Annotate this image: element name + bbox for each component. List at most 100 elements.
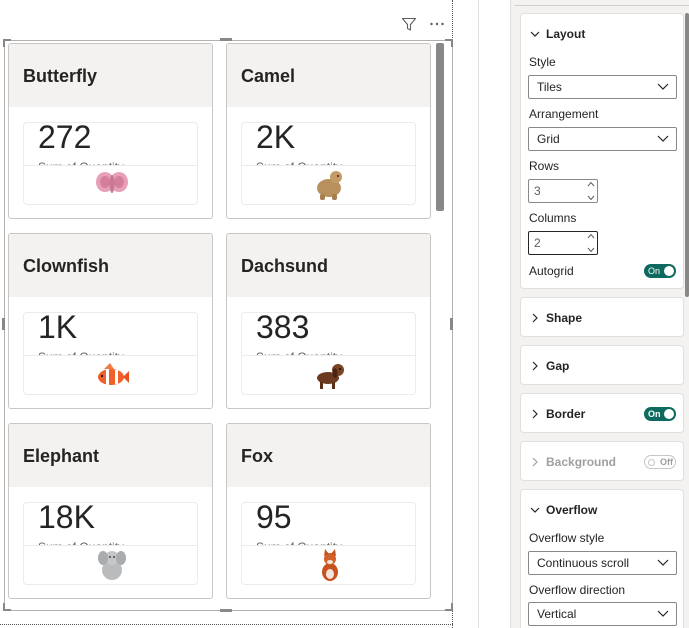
chevron-right-icon	[530, 457, 540, 467]
resize-handle-bottom-right[interactable]	[445, 609, 453, 611]
columns-value: 2	[534, 236, 541, 250]
card-value: 272	[38, 122, 92, 155]
chevron-down-icon	[657, 83, 669, 90]
tile-butterfly[interactable]: Butterfly 272 Sum of Quantity	[8, 43, 213, 219]
toggle-state: Off	[660, 457, 673, 467]
overflow-direction-label: Overflow direction	[529, 583, 626, 597]
clownfish-plush-image	[98, 363, 129, 385]
visual-boundary-bottom	[0, 624, 453, 625]
chevron-down-icon	[530, 505, 540, 515]
toggle-knob	[664, 266, 674, 276]
layout-section-header[interactable]: Layout	[521, 14, 683, 54]
shape-section-header[interactable]: Shape	[521, 298, 683, 338]
chevron-up-icon[interactable]	[587, 181, 595, 187]
overflow-direction-dropdown[interactable]: Vertical	[528, 602, 677, 626]
rows-value: 3	[534, 184, 541, 198]
background-section-header[interactable]: Background Off	[521, 442, 683, 482]
stepper-arrows[interactable]	[585, 181, 596, 201]
card-visual: 272 Sum of Quantity	[23, 122, 198, 205]
card-divider	[242, 165, 415, 166]
more-options-icon[interactable]	[428, 15, 446, 33]
butterfly-plush-image	[96, 172, 128, 193]
tile-dachsund[interactable]: Dachsund 383 Sum of Quantity	[226, 233, 431, 409]
tile-title: Elephant	[9, 424, 212, 487]
style-dropdown[interactable]: Tiles	[528, 75, 677, 99]
resize-handle-top-right[interactable]	[451, 39, 453, 47]
autogrid-toggle[interactable]: On	[644, 264, 676, 278]
tile-title: Butterfly	[9, 44, 212, 107]
tile-camel[interactable]: Camel 2K Sum of Quantity	[226, 43, 431, 219]
layout-section: Layout Style Tiles Arrangement Grid Rows…	[520, 13, 684, 289]
tile-fox[interactable]: Fox 95 Sum of Quantity	[226, 423, 431, 599]
dachshund-plush-image	[317, 364, 344, 389]
card-divider	[242, 545, 415, 546]
border-section-title: Border	[546, 407, 586, 421]
overflow-direction-value: Vertical	[537, 607, 577, 621]
fox-plush-image	[322, 549, 338, 581]
card-subtitle: Sum of Quantity	[38, 351, 124, 355]
tile-title: Fox	[227, 424, 430, 487]
chevron-down-icon	[657, 610, 669, 617]
card-visual: 18K Sum of Quantity	[23, 502, 198, 585]
stepper-arrows[interactable]	[585, 233, 596, 253]
columns-stepper[interactable]: 2	[528, 231, 598, 255]
gap-section-header[interactable]: Gap	[521, 346, 683, 386]
shape-section[interactable]: Shape	[520, 297, 684, 337]
resize-handle-left-center[interactable]	[2, 318, 5, 330]
background-section[interactable]: Background Off	[520, 441, 684, 481]
chevron-down-icon[interactable]	[587, 195, 595, 201]
card-visual: 1K Sum of Quantity	[23, 312, 198, 395]
autogrid-label: Autogrid	[529, 264, 574, 278]
resize-handle-bottom-left[interactable]	[3, 609, 11, 611]
tile-clownfish[interactable]: Clownfish 1K Sum of Quantity	[8, 233, 213, 409]
tile-title: Dachsund	[227, 234, 430, 297]
columns-label: Columns	[529, 211, 577, 225]
arrangement-label: Arrangement	[529, 107, 599, 121]
card-value: 95	[256, 502, 292, 535]
visual-scrollbar[interactable]	[436, 43, 444, 211]
resize-handle-right-center[interactable]	[450, 318, 453, 330]
card-subtitle: Sum of Quantity	[256, 351, 342, 355]
background-toggle[interactable]: Off	[644, 455, 676, 469]
chevron-down-icon[interactable]	[587, 247, 595, 253]
card-subtitle: Sum of Quantity	[256, 161, 342, 165]
filter-icon[interactable]	[400, 15, 418, 33]
gap-section[interactable]: Gap	[520, 345, 684, 385]
style-label: Style	[529, 55, 556, 69]
resize-handle-bottom-left[interactable]	[3, 603, 5, 611]
resize-handle-top-right[interactable]	[445, 39, 453, 41]
resize-handle-top-left[interactable]	[3, 39, 11, 41]
border-section-header[interactable]: Border On	[521, 394, 683, 434]
resize-handle-top-left[interactable]	[3, 39, 5, 47]
card-visual: 383 Sum of Quantity	[241, 312, 416, 395]
border-section[interactable]: Border On	[520, 393, 684, 433]
elephant-plush-image	[98, 551, 126, 580]
border-toggle[interactable]: On	[644, 407, 676, 421]
chevron-up-icon[interactable]	[587, 233, 595, 239]
tile-title: Camel	[227, 44, 430, 107]
format-pane-scrollbar[interactable]	[685, 13, 689, 297]
chevron-right-icon	[530, 409, 540, 419]
arrangement-dropdown[interactable]: Grid	[528, 127, 677, 151]
rows-stepper[interactable]: 3	[528, 179, 598, 203]
arrangement-dropdown-value: Grid	[537, 132, 560, 146]
chevron-right-icon	[530, 313, 540, 323]
toggle-knob	[664, 409, 674, 419]
tile-elephant[interactable]: Elephant 18K Sum of Quantity	[8, 423, 213, 599]
chevron-down-icon	[530, 29, 540, 39]
layout-section-title: Layout	[546, 27, 586, 41]
card-visual: 95 Sum of Quantity	[241, 502, 416, 585]
card-visual: 2K Sum of Quantity	[241, 122, 416, 205]
toggle-knob	[648, 459, 655, 466]
resize-handle-top-center[interactable]	[220, 38, 232, 41]
overflow-section: Overflow Overflow style Continuous scrol…	[520, 489, 684, 628]
toggle-state: On	[648, 409, 661, 419]
overflow-section-header[interactable]: Overflow	[521, 490, 683, 530]
resize-handle-bottom-right[interactable]	[451, 603, 453, 611]
resize-handle-bottom-center[interactable]	[220, 609, 232, 612]
card-subtitle: Sum of Quantity	[38, 541, 124, 545]
card-subtitle: Sum of Quantity	[256, 541, 342, 545]
overflow-style-value: Continuous scroll	[537, 556, 630, 570]
card-divider	[24, 355, 197, 356]
overflow-style-dropdown[interactable]: Continuous scroll	[528, 551, 677, 575]
